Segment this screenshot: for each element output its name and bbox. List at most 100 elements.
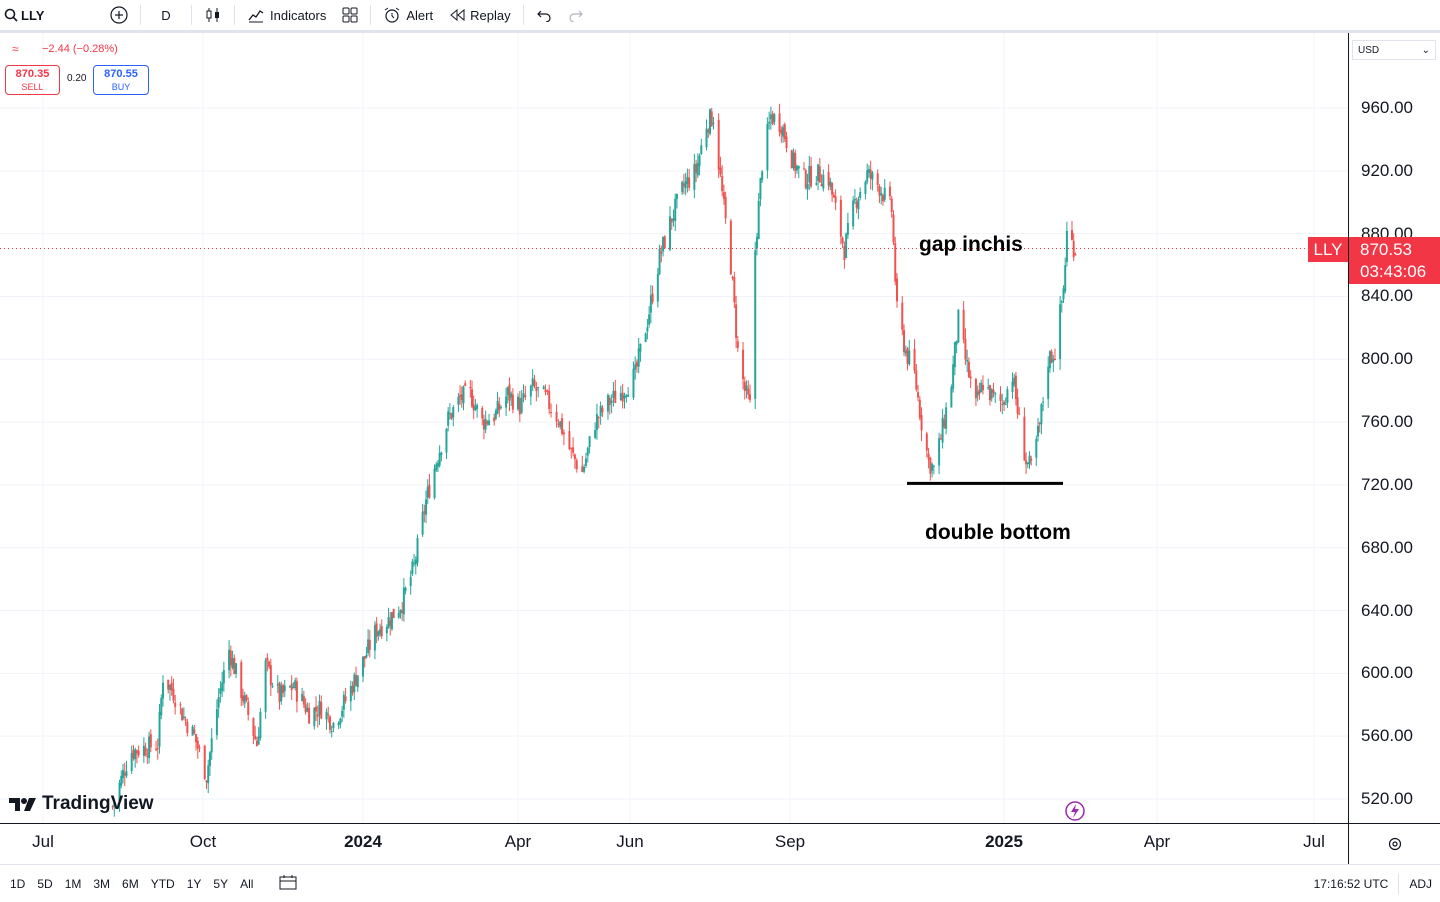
candle-body [276, 683, 279, 686]
replay-button[interactable]: Replay [441, 0, 518, 30]
range-button[interactable]: 5D [37, 876, 53, 891]
candle [957, 309, 960, 343]
indicators-button[interactable]: Indicators [239, 0, 334, 30]
goto-date-button[interactable] [273, 874, 303, 893]
candle-body [1030, 458, 1033, 461]
candle-body [511, 394, 514, 410]
candle [179, 701, 182, 715]
candle-body [469, 387, 472, 389]
candle-body [409, 576, 412, 587]
candle-body [142, 745, 145, 756]
chart-pane[interactable] [0, 33, 1348, 823]
candle [1038, 421, 1041, 433]
alert-button[interactable]: Alert [375, 0, 441, 30]
candle [111, 805, 114, 810]
interval-button[interactable]: D [145, 0, 187, 30]
candle-body [649, 295, 652, 313]
candle [167, 679, 170, 694]
time-axis-label: Apr [504, 832, 532, 851]
candle-body [594, 430, 597, 438]
tradingview-logo[interactable]: TradingView [8, 793, 154, 815]
candle-body [203, 745, 206, 780]
candle-body [698, 155, 701, 167]
range-button[interactable]: 6M [122, 876, 139, 891]
candle-body [1038, 423, 1041, 425]
chart-type-button[interactable] [196, 0, 230, 30]
candle [276, 675, 279, 694]
redo-button[interactable] [560, 0, 592, 30]
candle-body [144, 747, 147, 756]
range-button[interactable]: 1M [64, 876, 82, 891]
candle [438, 445, 441, 468]
candle-body [130, 753, 133, 771]
candle [301, 687, 304, 702]
candle-body [1018, 413, 1021, 415]
candle [644, 332, 647, 343]
candle-body [283, 685, 286, 692]
candle-body [389, 620, 392, 626]
candle [365, 646, 368, 659]
candlestick-chart[interactable] [0, 33, 1348, 823]
candle [229, 645, 232, 677]
candle [402, 577, 405, 622]
price-scale[interactable]: 960.00 920.00 880.00 840.00 800.00 760.00 720.… [1348, 33, 1440, 823]
candle [992, 382, 995, 398]
candle-body [834, 196, 837, 203]
undo-button[interactable] [528, 0, 560, 30]
candle [649, 285, 652, 324]
range-button[interactable]: All [240, 876, 254, 891]
candle-body [448, 413, 451, 415]
candle-body [280, 685, 283, 702]
range-button[interactable]: 1D [10, 876, 26, 891]
adj-toggle[interactable]: ADJ [1409, 876, 1432, 891]
candle [122, 763, 124, 784]
alarm-clock-icon [385, 7, 400, 23]
candle [570, 447, 573, 459]
candle [342, 690, 345, 718]
currency-select[interactable]: USD ⌄ [1352, 40, 1436, 60]
candle-body [572, 447, 575, 453]
symbol-search[interactable]: LLY [0, 0, 102, 30]
candle-body [827, 172, 830, 186]
candle-body [1037, 425, 1039, 437]
candle-body [794, 152, 797, 172]
candle [1072, 233, 1075, 262]
candle-body [927, 453, 930, 460]
candle-body [302, 696, 305, 705]
candle-body [349, 685, 352, 702]
candle [635, 359, 638, 373]
lightning-icon[interactable] [1063, 800, 1087, 827]
candle [719, 156, 722, 177]
compare-button[interactable] [102, 0, 136, 30]
clock[interactable]: 17:16:52 UTC [1313, 876, 1389, 891]
layouts-button[interactable] [334, 0, 366, 30]
candle [389, 612, 392, 636]
candle-body [820, 184, 823, 187]
buy-button[interactable]: 870.55 BUY [93, 65, 149, 95]
candle-body [575, 460, 578, 470]
sell-button[interactable]: 870.35 SELL [5, 65, 60, 95]
candle-body [242, 695, 244, 702]
candle-body [651, 293, 654, 303]
candle [1030, 455, 1033, 466]
candle-body [401, 609, 404, 614]
range-button[interactable]: YTD [150, 876, 175, 891]
time-scale[interactable]: Jul Oct 2024 Apr Jun Sep 2025 Apr Jul [0, 823, 1348, 864]
candle-body [880, 193, 883, 196]
candle-body [684, 181, 687, 188]
scale-settings-button[interactable] [1348, 823, 1440, 864]
range-button[interactable]: 5Y [213, 876, 229, 891]
candle [964, 328, 967, 365]
candle [675, 193, 678, 209]
candle-body [1026, 462, 1029, 464]
candle [118, 779, 121, 812]
candle-body [292, 687, 295, 689]
candle-body [700, 145, 703, 155]
range-button[interactable]: 1Y [186, 876, 202, 891]
candle [831, 182, 834, 202]
divider [1398, 873, 1400, 894]
range-button[interactable]: 3M [93, 876, 111, 891]
time-axis-label: Oct [189, 832, 217, 851]
candle-body [122, 770, 124, 779]
price-axis-label: 920.00 [1361, 160, 1413, 180]
